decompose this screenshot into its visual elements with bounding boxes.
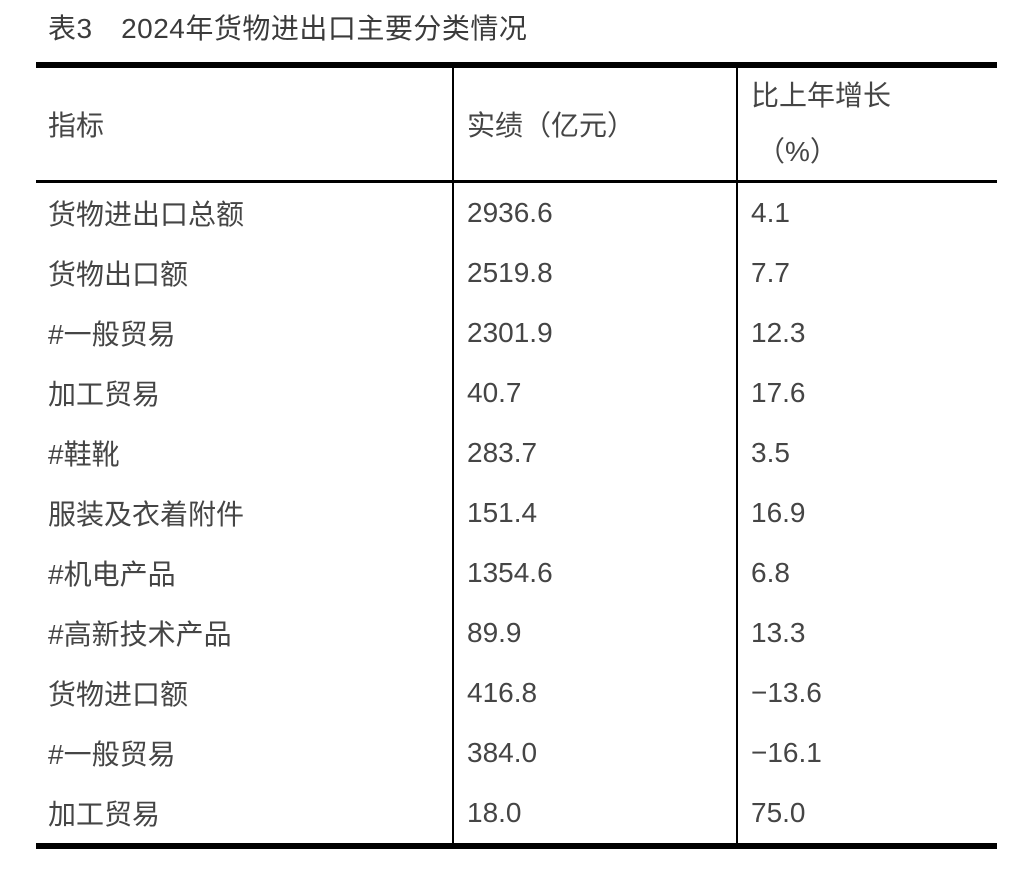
indicator-cell: 货物出口额 bbox=[36, 243, 454, 303]
value-cell: 283.7 bbox=[453, 423, 738, 483]
indicator-cell: #一般贸易 bbox=[36, 303, 454, 363]
indicator-cell: #一般贸易 bbox=[36, 723, 454, 783]
table-row: 加工贸易 40.7 17.6 bbox=[36, 363, 997, 423]
table-row: #一般贸易 384.0 −16.1 bbox=[36, 723, 997, 783]
indicator-cell: #机电产品 bbox=[36, 543, 454, 603]
value-cell: 40.7 bbox=[453, 363, 738, 423]
table-row: 加工贸易 18.0 75.0 bbox=[36, 783, 997, 846]
table-row: #一般贸易 2301.9 12.3 bbox=[36, 303, 997, 363]
column-header-indicator: 指标 bbox=[36, 65, 454, 183]
table-title: 表3 2024年货物进出口主要分类情况 bbox=[48, 13, 528, 44]
column-header-value-label: 实绩（亿元） bbox=[467, 110, 636, 141]
value-cell: 18.0 bbox=[453, 783, 738, 846]
column-header-value: 实绩（亿元） bbox=[453, 65, 738, 183]
value-cell: 151.4 bbox=[453, 483, 738, 543]
indicator-cell: 加工贸易 bbox=[36, 363, 454, 423]
table-row: 货物出口额 2519.8 7.7 bbox=[36, 243, 997, 303]
value-cell: 2936.6 bbox=[453, 181, 738, 243]
value-cell: 1354.6 bbox=[453, 543, 738, 603]
header-row: 指标 实绩（亿元） 比上年增长 （%） bbox=[36, 65, 997, 183]
growth-cell: 13.3 bbox=[751, 617, 806, 648]
growth-cell: −13.6 bbox=[751, 677, 822, 708]
table-row: #机电产品 1354.6 6.8 bbox=[36, 543, 997, 603]
table-header: 指标 实绩（亿元） 比上年增长 （%） bbox=[36, 65, 997, 183]
table-body: 货物进出口总额 2936.6 4.1 货物出口额 2519.8 7.7 #一般贸… bbox=[36, 181, 997, 846]
growth-cell: 7.7 bbox=[751, 257, 790, 288]
growth-cell: 17.6 bbox=[751, 377, 806, 408]
column-header-growth: 比上年增长 （%） bbox=[737, 65, 997, 183]
table-row: 服装及衣着附件 151.4 16.9 bbox=[36, 483, 997, 543]
growth-cell: 4.1 bbox=[751, 197, 790, 228]
column-header-growth-line1: 比上年增长 bbox=[751, 80, 892, 111]
indicator-cell: 服装及衣着附件 bbox=[36, 483, 454, 543]
table-row: #高新技术产品 89.9 13.3 bbox=[36, 603, 997, 663]
indicator-cell: 货物进口额 bbox=[36, 663, 454, 723]
value-cell: 89.9 bbox=[453, 603, 738, 663]
table-row: 货物进口额 416.8 −13.6 bbox=[36, 663, 997, 723]
value-cell: 2519.8 bbox=[453, 243, 738, 303]
table-row: #鞋靴 283.7 3.5 bbox=[36, 423, 997, 483]
growth-cell: 6.8 bbox=[751, 557, 790, 588]
growth-cell: 12.3 bbox=[751, 317, 806, 348]
value-cell: 2301.9 bbox=[453, 303, 738, 363]
table-row: 货物进出口总额 2936.6 4.1 bbox=[36, 181, 997, 243]
column-header-growth-label: 比上年增长 （%） bbox=[751, 68, 997, 179]
growth-cell: −16.1 bbox=[751, 737, 822, 768]
growth-cell: 75.0 bbox=[751, 797, 806, 828]
statistics-table: 指标 实绩（亿元） 比上年增长 （%） 货物进出口总额 2936.6 4.1 bbox=[36, 62, 997, 849]
indicator-cell: #鞋靴 bbox=[36, 423, 454, 483]
growth-cell: 3.5 bbox=[751, 437, 790, 468]
indicator-cell: 货物进出口总额 bbox=[36, 181, 454, 243]
document-page: 表3 2024年货物进出口主要分类情况 指标 实绩（亿元） 比上年增长 （%） bbox=[0, 12, 1034, 874]
value-cell: 384.0 bbox=[453, 723, 738, 783]
value-cell: 416.8 bbox=[453, 663, 738, 723]
growth-cell: 16.9 bbox=[751, 497, 806, 528]
indicator-cell: 加工贸易 bbox=[36, 783, 454, 846]
column-header-growth-line2: （%） bbox=[757, 136, 838, 167]
column-header-indicator-label: 指标 bbox=[48, 110, 105, 141]
indicator-cell: #高新技术产品 bbox=[36, 603, 454, 663]
